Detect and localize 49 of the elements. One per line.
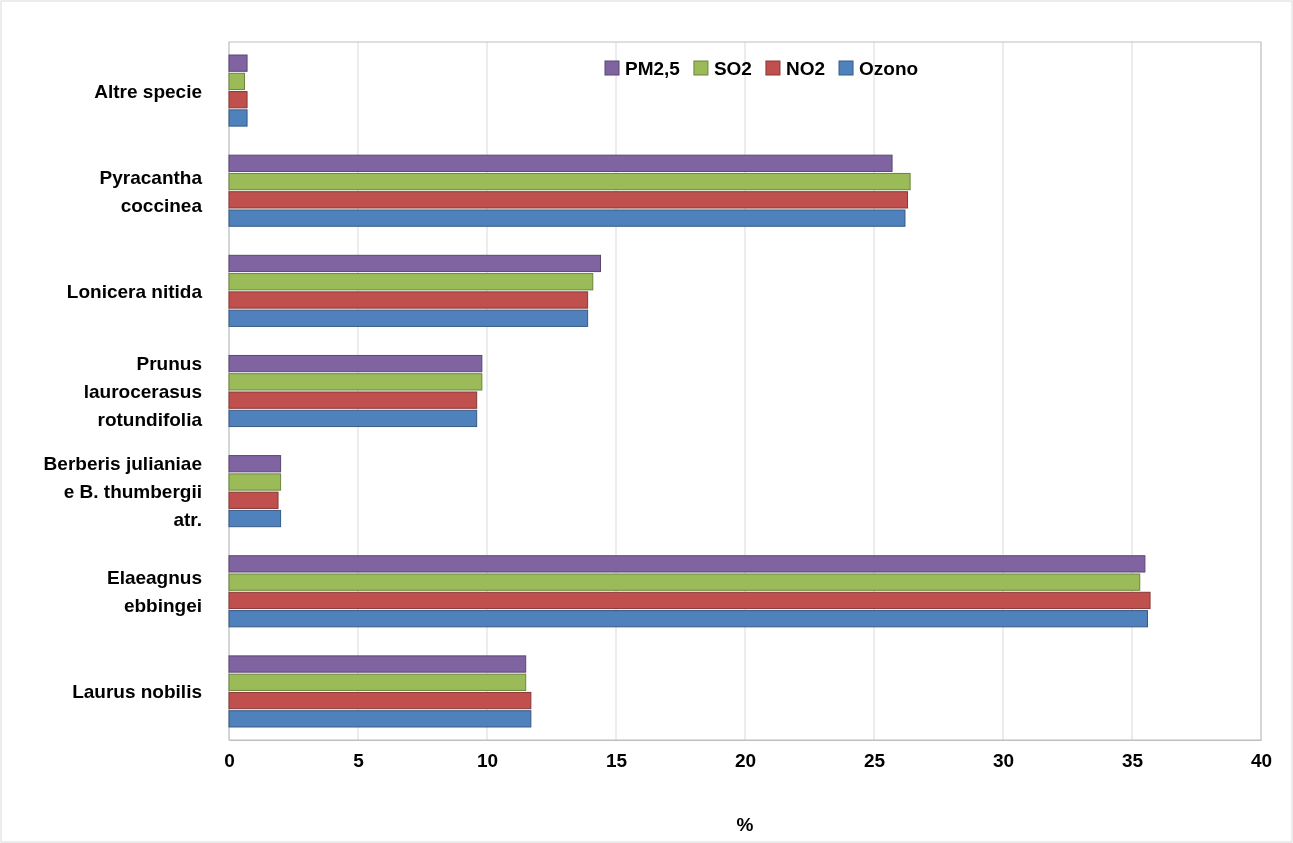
- y-tick-label: Altre specie: [94, 80, 202, 102]
- bar: [228, 555, 1146, 573]
- bar: [228, 455, 282, 473]
- y-tick-label: Berberis julianiae e B. thumbergii atr.: [43, 453, 202, 531]
- bar: [228, 509, 282, 528]
- x-tick-label: 0: [224, 750, 235, 772]
- bar: [228, 109, 248, 127]
- bar: [228, 409, 478, 428]
- bar: [228, 691, 532, 710]
- bar: [228, 154, 893, 172]
- x-axis-title: %: [736, 814, 754, 835]
- bar: [228, 473, 282, 491]
- bar: [228, 54, 248, 72]
- bar: [228, 391, 478, 409]
- x-tick-label: 10: [476, 750, 499, 772]
- bar: [228, 573, 1141, 591]
- bar: [228, 354, 483, 373]
- x-tick-label: 20: [734, 750, 757, 772]
- y-tick-label: Prunus laurocerasus rotundifolia: [83, 353, 203, 430]
- bar: [228, 273, 594, 291]
- x-tick-label: 5: [353, 750, 365, 772]
- y-tick-label: Pyracantha coccinea: [99, 166, 203, 216]
- x-tick-label: 25: [863, 750, 886, 772]
- bar: [228, 191, 909, 209]
- bar: [228, 591, 1151, 610]
- y-tick-label: Laurus nobilis: [72, 681, 202, 703]
- legend-label: SO2: [713, 58, 752, 79]
- y-tick-label: Elaeagnus ebbingei: [106, 567, 202, 617]
- bar: [228, 254, 602, 273]
- legend-label: NO2: [785, 58, 826, 79]
- bar: [228, 710, 532, 728]
- bar: [228, 610, 1148, 628]
- x-tick-label: 30: [992, 750, 1015, 772]
- bar: [228, 209, 906, 227]
- bar: [228, 373, 483, 391]
- bar: [228, 291, 589, 309]
- bar: [228, 491, 279, 509]
- x-tick-label: 40: [1250, 750, 1273, 772]
- bar: [228, 91, 248, 109]
- legend-label: PM2,5: [625, 58, 681, 79]
- bar: [228, 72, 245, 91]
- y-tick-label: Lonicera nitida: [66, 280, 203, 302]
- bar: [228, 673, 527, 691]
- bar: [228, 172, 911, 191]
- x-tick-label: 15: [605, 750, 628, 772]
- x-tick-label: 35: [1121, 750, 1144, 772]
- bar: [228, 655, 527, 673]
- legend-label: Ozono: [859, 58, 919, 79]
- bar: [228, 309, 589, 327]
